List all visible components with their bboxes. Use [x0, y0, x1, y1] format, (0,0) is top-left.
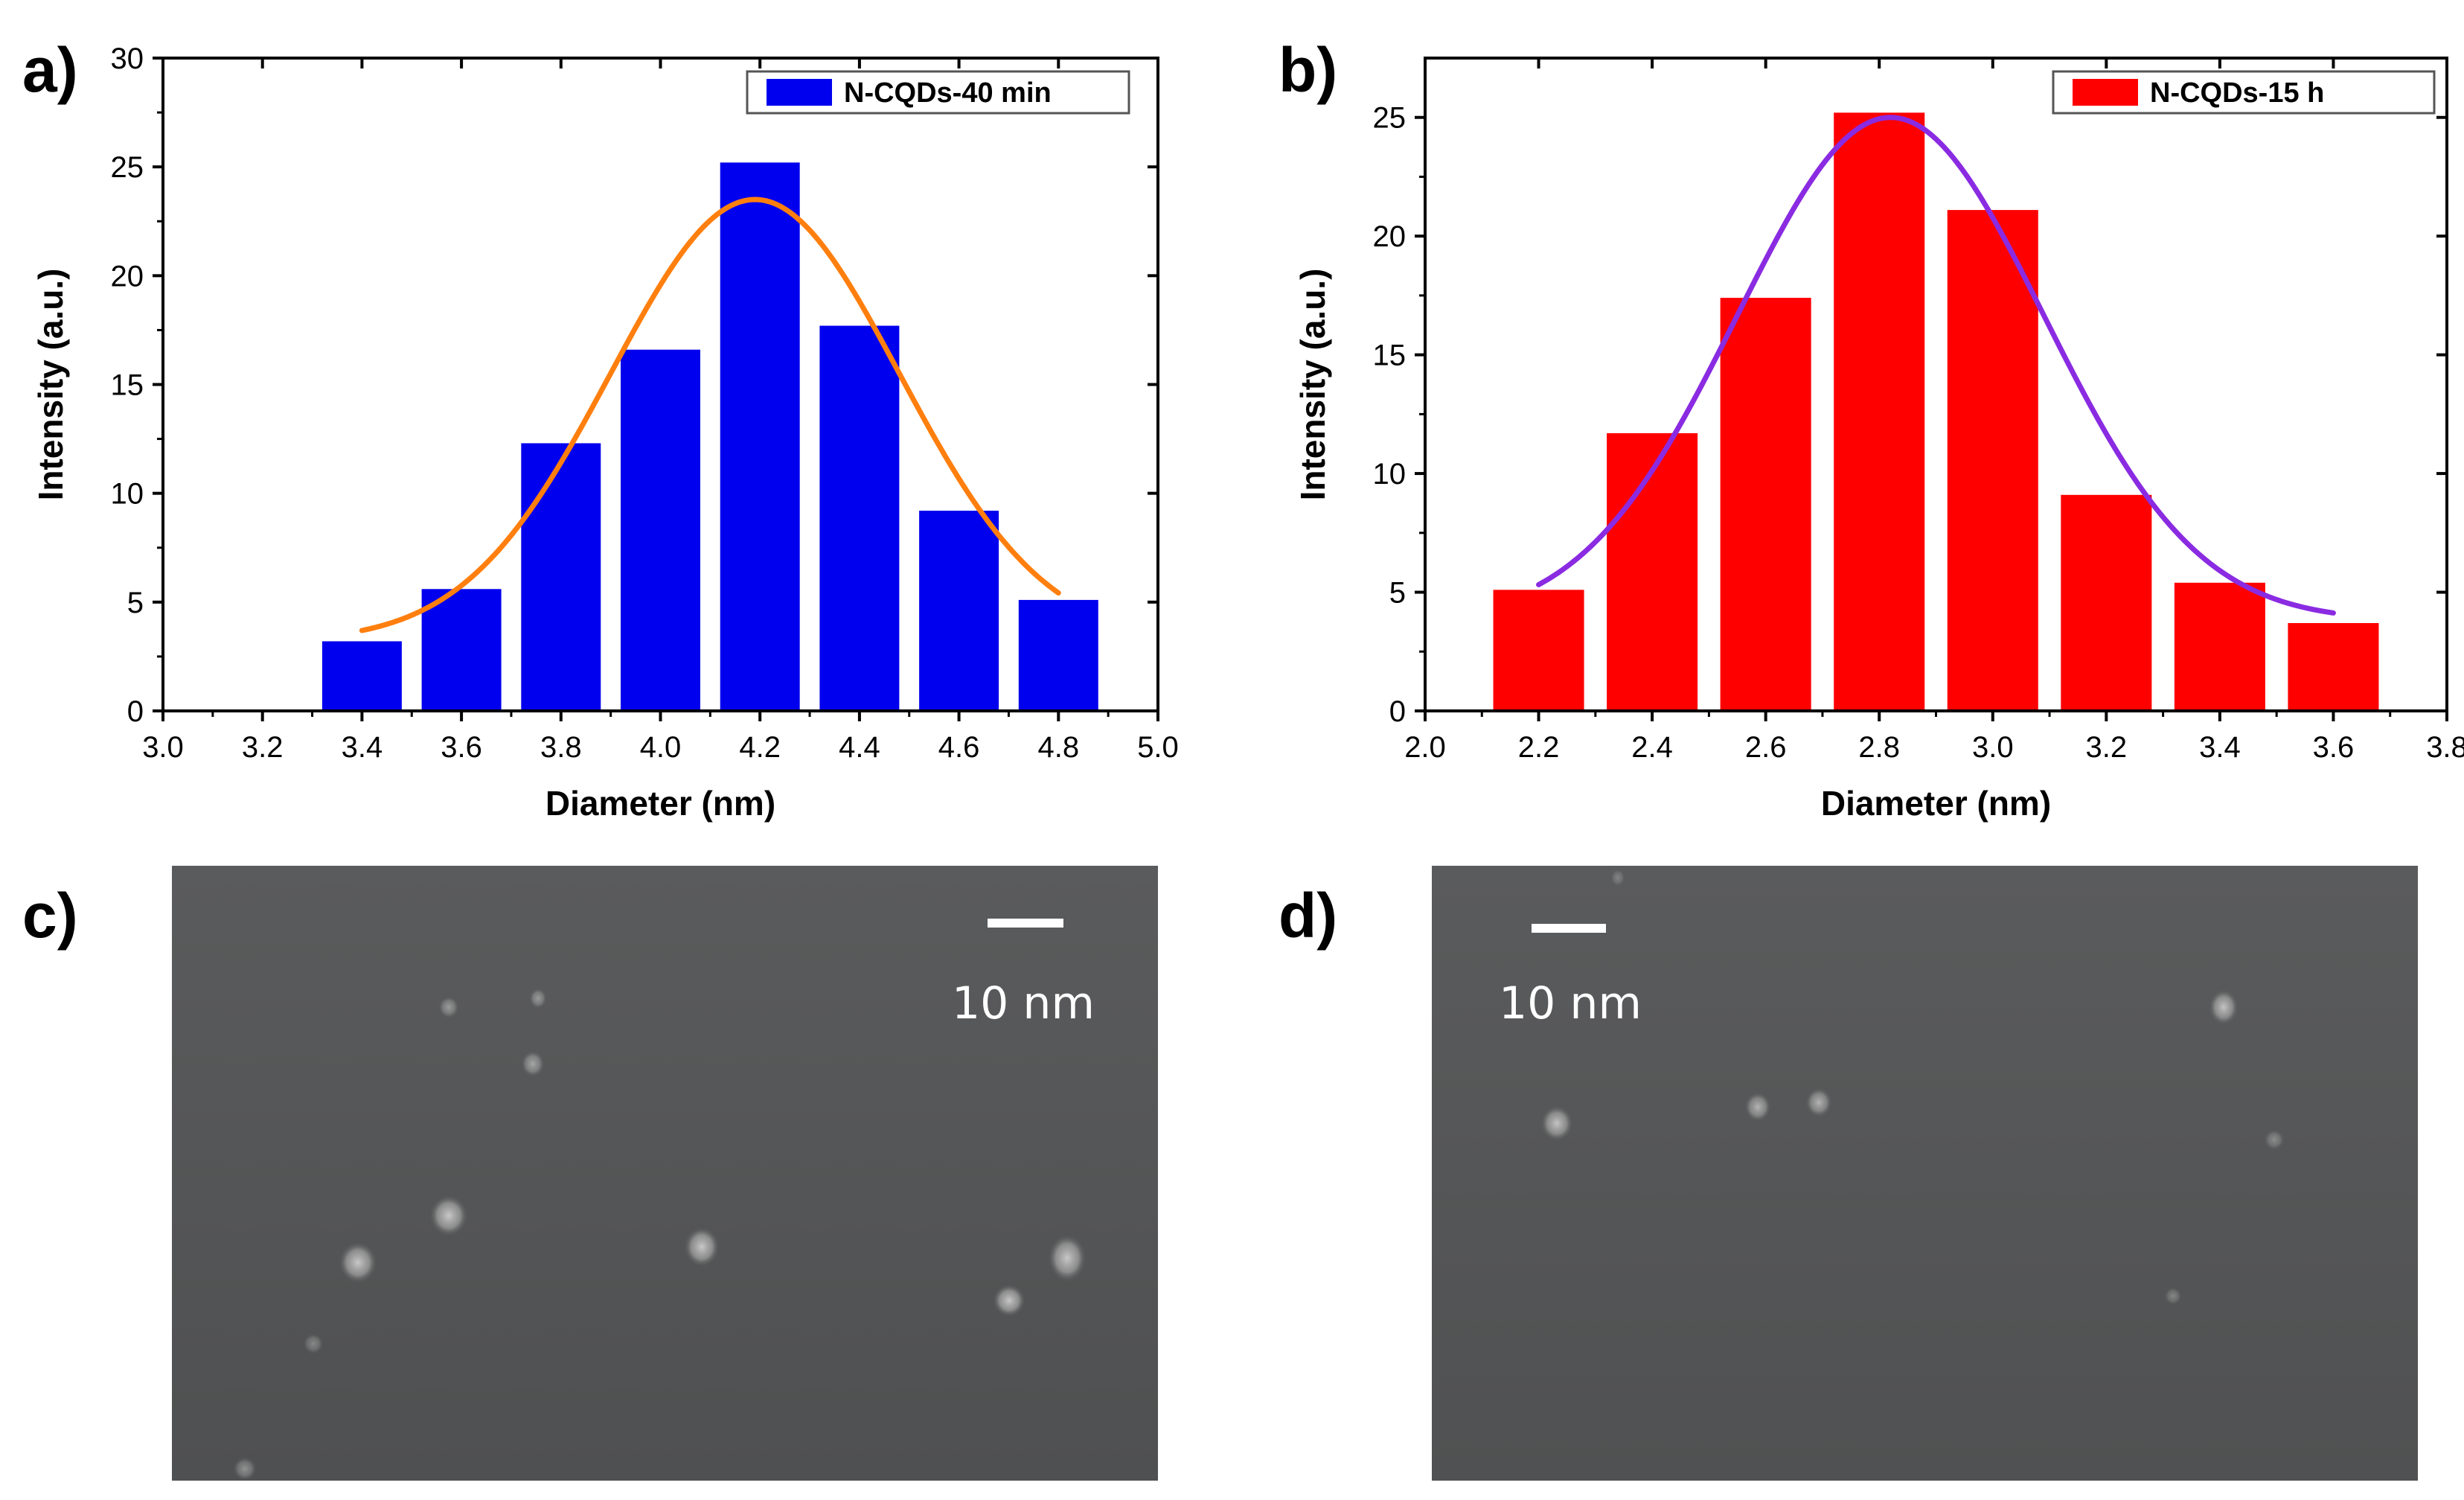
y-tick-label: 5: [127, 587, 144, 619]
x-tick-label: 3.6: [441, 731, 482, 764]
x-tick-label: 4.0: [640, 731, 682, 764]
y-tick-label: 0: [1389, 695, 1406, 728]
scale-bar-d: [1532, 924, 1606, 933]
bar: [1720, 298, 1811, 712]
bar: [2061, 494, 2152, 711]
x-tick-label: 4.8: [1037, 731, 1079, 764]
legend-swatch: [767, 79, 832, 106]
bar: [819, 325, 900, 711]
x-tick-label: 5.0: [1137, 731, 1179, 764]
bar: [2174, 582, 2265, 711]
bar: [1607, 433, 1698, 711]
x-tick-label: 2.8: [1858, 731, 1900, 764]
bar: [919, 511, 999, 711]
y-tick-label: 25: [111, 151, 144, 184]
y-tick-label: 30: [111, 42, 144, 75]
panel-label-d: d): [1279, 881, 1338, 951]
tem-image-d: 10 nm: [1432, 866, 2418, 1481]
x-tick-label: 2.4: [1631, 731, 1673, 764]
y-tick-label: 25: [1373, 102, 1407, 135]
y-tick-label: 15: [111, 369, 144, 402]
y-tick-label: 15: [1373, 339, 1407, 372]
bar: [720, 162, 800, 711]
x-ticks: 2.0 2.2 2.4 2.6 2.8 3.0 3.2 3.4 3.6 3.8: [1404, 58, 2464, 764]
x-ticks: 3.0 3.2 3.4 3.6 3.8 4.0 4.2 4.4 4.6 4.8 5.0: [142, 58, 1179, 764]
bars: [1493, 112, 2379, 712]
legend-label: N-CQDs-40 min: [844, 77, 1052, 109]
x-tick-label: 3.8: [2426, 731, 2464, 764]
x-tick-label: 4.2: [739, 731, 781, 764]
bar: [621, 349, 700, 711]
y-ticks: 0 5 10 15 20 25 30: [111, 42, 1158, 728]
x-tick-label: 3.4: [2199, 731, 2241, 764]
x-axis-label: Diameter (nm): [1821, 784, 2051, 823]
y-tick-label: 20: [111, 260, 144, 293]
scale-bar-label-c: 10 nm: [952, 977, 1095, 1030]
gaussian-fit-line: [359, 197, 1061, 633]
x-tick-label: 4.6: [938, 731, 980, 764]
legend-swatch: [2073, 79, 2138, 106]
nanoparticle-dots-d: [1540, 869, 2285, 1305]
legend-label: N-CQDs-15 h: [2150, 77, 2324, 109]
bar: [1018, 599, 1098, 711]
x-tick-label: 3.8: [540, 731, 582, 764]
y-tick-label: 5: [1389, 577, 1406, 610]
histogram-chart-b: 2.0 2.2 2.4 2.6 2.8 3.0 3.2 3.4 3.6 3.8 0 5 10 15 20 25…: [1293, 57, 2464, 823]
y-tick-label: 10: [1373, 458, 1407, 491]
x-tick-label: 2.0: [1404, 731, 1446, 764]
x-tick-label: 2.6: [1745, 731, 1787, 764]
x-tick-label: 3.0: [142, 731, 184, 764]
bar: [2288, 623, 2379, 711]
x-tick-label: 3.0: [1972, 731, 2014, 764]
x-tick-label: 3.2: [242, 731, 284, 764]
x-tick-label: 3.2: [2086, 731, 2128, 764]
y-tick-label: 10: [111, 478, 144, 511]
legend: N-CQDs-40 min: [746, 70, 1130, 115]
x-tick-label: 3.6: [2313, 731, 2355, 764]
bar: [321, 641, 402, 711]
bar: [1493, 590, 1584, 711]
bar: [521, 443, 601, 711]
y-tick-label: 20: [1373, 220, 1407, 253]
y-tick-label: 0: [127, 695, 144, 728]
legend: N-CQDs-15 h: [2052, 70, 2436, 115]
histogram-chart-a: 3.0 3.2 3.4 3.6 3.8 4.0 4.2 4.4 4.6 4.8 5.0 0 5 10 15 2…: [31, 42, 1179, 823]
panel-label-b: b): [1279, 35, 1338, 105]
tem-image-c: 10 nm: [172, 866, 1158, 1481]
x-tick-label: 4.4: [839, 731, 880, 764]
scale-bar-c: [988, 919, 1063, 928]
gaussian-fit-line: [1536, 115, 2336, 616]
bars: [321, 162, 1098, 711]
bar: [1834, 112, 1925, 711]
nanoparticle-dots-c: [233, 988, 1087, 1481]
y-ticks: 0 5 10 15 20 25: [1373, 102, 2447, 728]
y-axis-label: Intensity (a.u.): [1293, 269, 1332, 501]
x-tick-label: 3.4: [342, 731, 383, 764]
bar: [1947, 210, 2038, 711]
panel-label-a: a): [22, 35, 78, 105]
bar: [421, 589, 502, 711]
panel-label-c: c): [22, 881, 78, 951]
y-axis-label: Intensity (a.u.): [31, 269, 70, 501]
x-tick-label: 2.2: [1518, 731, 1560, 764]
scale-bar-label-d: 10 nm: [1499, 977, 1642, 1030]
x-axis-label: Diameter (nm): [545, 784, 775, 823]
